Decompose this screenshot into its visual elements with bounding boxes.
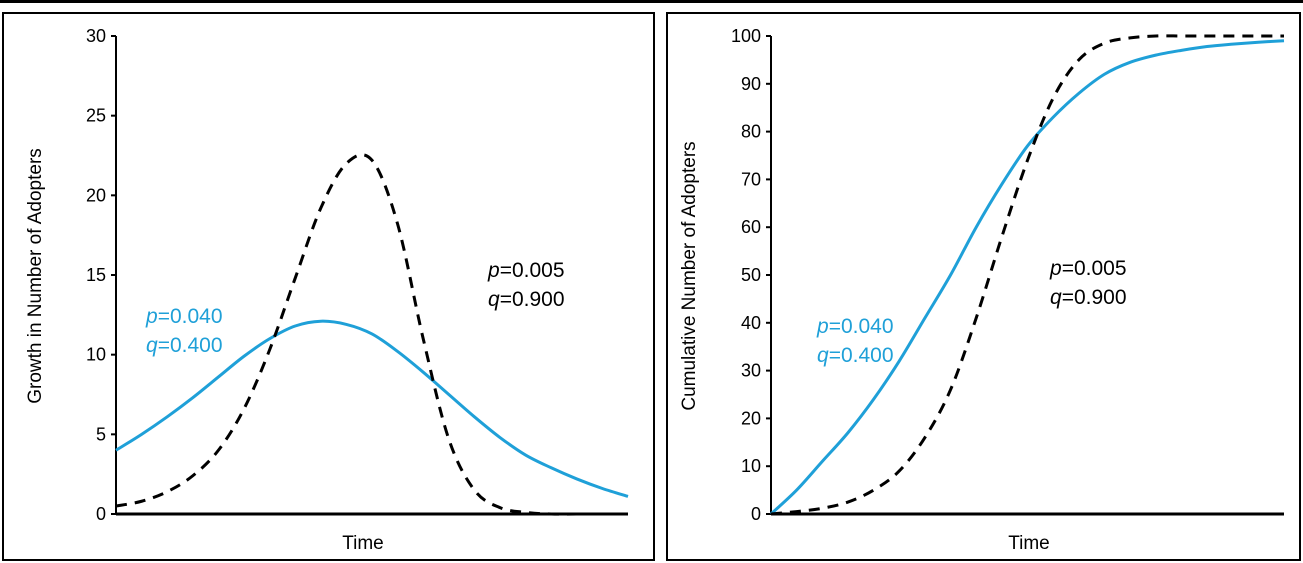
cumulative-y-tick-label: 50 bbox=[741, 265, 761, 285]
annot-p-value: =0.040 bbox=[829, 315, 894, 338]
annot-p-label: p bbox=[816, 315, 829, 338]
annot-q-value: =0.900 bbox=[500, 288, 565, 311]
cumulative-x-axis-title: Time bbox=[1008, 533, 1050, 554]
growth-y-tick-label: 10 bbox=[86, 345, 106, 365]
growth-y-ticks: 0 5 10 15 20 25 30 bbox=[86, 26, 116, 524]
growth-x-axis-title: Time bbox=[342, 533, 384, 554]
growth-y-axis-title: Growth in Number of Adopters bbox=[25, 148, 46, 404]
cumulative-y-ticks: 0 10 20 30 40 50 60 70 80 90 100 bbox=[731, 26, 771, 524]
cumulative-y-tick-label: 30 bbox=[741, 361, 761, 381]
cumulative-series-line-solid bbox=[769, 39, 1285, 516]
cumulative-y-tick-label: 20 bbox=[741, 408, 761, 428]
cumulative-y-tick-label: 40 bbox=[741, 313, 761, 333]
growth-y-tick-label: 5 bbox=[96, 424, 106, 444]
growth-series-line-dashed bbox=[115, 153, 628, 516]
left-chart-frame bbox=[2, 12, 655, 561]
annot-q-label: q bbox=[146, 334, 158, 357]
growth-series-line-solid bbox=[115, 319, 629, 498]
cumulative-y-tick-label: 10 bbox=[741, 456, 761, 476]
cumulative-annotation-black: p=0.005 q=0.900 bbox=[1049, 257, 1132, 309]
cumulative-y-tick-label: 70 bbox=[741, 169, 761, 189]
annot-q-label: q bbox=[488, 288, 500, 311]
growth-chart: 0 5 10 15 20 25 30 Growth in Number of Adopter… bbox=[25, 26, 629, 554]
cumulative-series-line-dashed bbox=[770, 34, 1284, 516]
annot-p-label: p bbox=[145, 305, 158, 328]
annot-p-value: =0.005 bbox=[500, 259, 565, 282]
cumulative-series-group bbox=[769, 34, 1285, 516]
cumulative-y-tick-label: 100 bbox=[731, 26, 761, 46]
growth-y-tick-label: 15 bbox=[86, 265, 106, 285]
cumulative-y-tick-label: 80 bbox=[741, 122, 761, 142]
growth-y-tick-label: 25 bbox=[86, 106, 106, 126]
growth-annotation-black: p=0.005 q=0.900 bbox=[487, 259, 570, 311]
cumulative-y-tick-label: 0 bbox=[751, 504, 761, 524]
annot-q-label: q bbox=[817, 344, 829, 367]
cumulative-y-axis-title: Cumulative Number of Adopters bbox=[679, 141, 700, 410]
right-chart-frame bbox=[666, 12, 1301, 561]
growth-annotation-blue: p=0.040 q=0.400 bbox=[145, 305, 228, 357]
annot-q-value: =0.400 bbox=[829, 344, 894, 367]
annot-p-value: =0.005 bbox=[1062, 257, 1127, 280]
growth-y-tick-label: 20 bbox=[86, 185, 106, 205]
annot-q-value: =0.400 bbox=[158, 334, 223, 357]
cumulative-annotation-blue: p=0.040 q=0.400 bbox=[816, 315, 899, 367]
growth-y-tick-label: 0 bbox=[96, 504, 106, 524]
top-rule bbox=[0, 0, 1303, 3]
cumulative-chart: 0 10 20 30 40 50 60 70 80 90 100 Cumulative Number… bbox=[679, 26, 1285, 554]
growth-series-group bbox=[115, 153, 629, 516]
cumulative-y-tick-label: 60 bbox=[741, 217, 761, 237]
annot-q-value: =0.900 bbox=[1062, 286, 1127, 309]
cumulative-y-tick-label: 90 bbox=[741, 74, 761, 94]
annot-q-label: q bbox=[1050, 286, 1062, 309]
annot-p-label: p bbox=[1049, 257, 1062, 280]
growth-y-tick-label: 30 bbox=[86, 26, 106, 46]
annot-p-value: =0.040 bbox=[158, 305, 223, 328]
annot-p-label: p bbox=[487, 259, 500, 282]
